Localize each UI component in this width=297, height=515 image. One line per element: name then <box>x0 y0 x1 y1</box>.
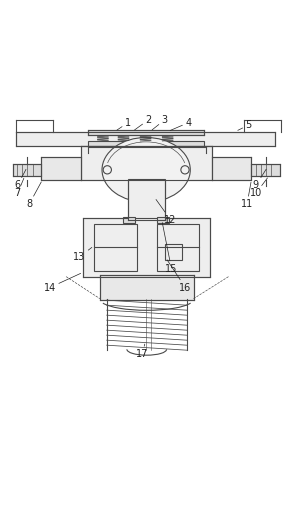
Bar <box>124 217 135 223</box>
Bar <box>157 224 199 271</box>
Bar <box>12 164 41 176</box>
Bar <box>41 157 81 180</box>
Bar <box>252 164 280 176</box>
Bar <box>83 218 210 277</box>
Bar <box>128 179 165 220</box>
Bar <box>100 275 194 300</box>
Ellipse shape <box>102 138 190 202</box>
Text: 13: 13 <box>73 247 92 262</box>
Bar <box>165 244 182 261</box>
Text: 17: 17 <box>136 344 148 359</box>
Text: 10: 10 <box>250 178 268 198</box>
Text: 5: 5 <box>238 120 252 130</box>
Bar <box>88 141 204 146</box>
Bar <box>16 131 275 146</box>
Text: 8: 8 <box>26 182 41 209</box>
Text: 2: 2 <box>135 115 152 130</box>
Text: 16: 16 <box>167 260 191 293</box>
Text: 4: 4 <box>170 118 191 130</box>
Text: 12: 12 <box>156 199 177 225</box>
Bar <box>81 146 212 180</box>
Text: 14: 14 <box>44 273 81 293</box>
Text: 7: 7 <box>15 178 24 198</box>
Text: 6: 6 <box>15 169 26 191</box>
Bar <box>88 130 204 135</box>
Text: 3: 3 <box>152 115 168 130</box>
Bar <box>212 157 252 180</box>
Text: 1: 1 <box>117 118 131 130</box>
Text: 11: 11 <box>241 182 253 209</box>
Text: 9: 9 <box>253 169 266 191</box>
Bar <box>94 224 137 271</box>
Bar <box>157 217 169 223</box>
Text: 15: 15 <box>162 222 178 273</box>
